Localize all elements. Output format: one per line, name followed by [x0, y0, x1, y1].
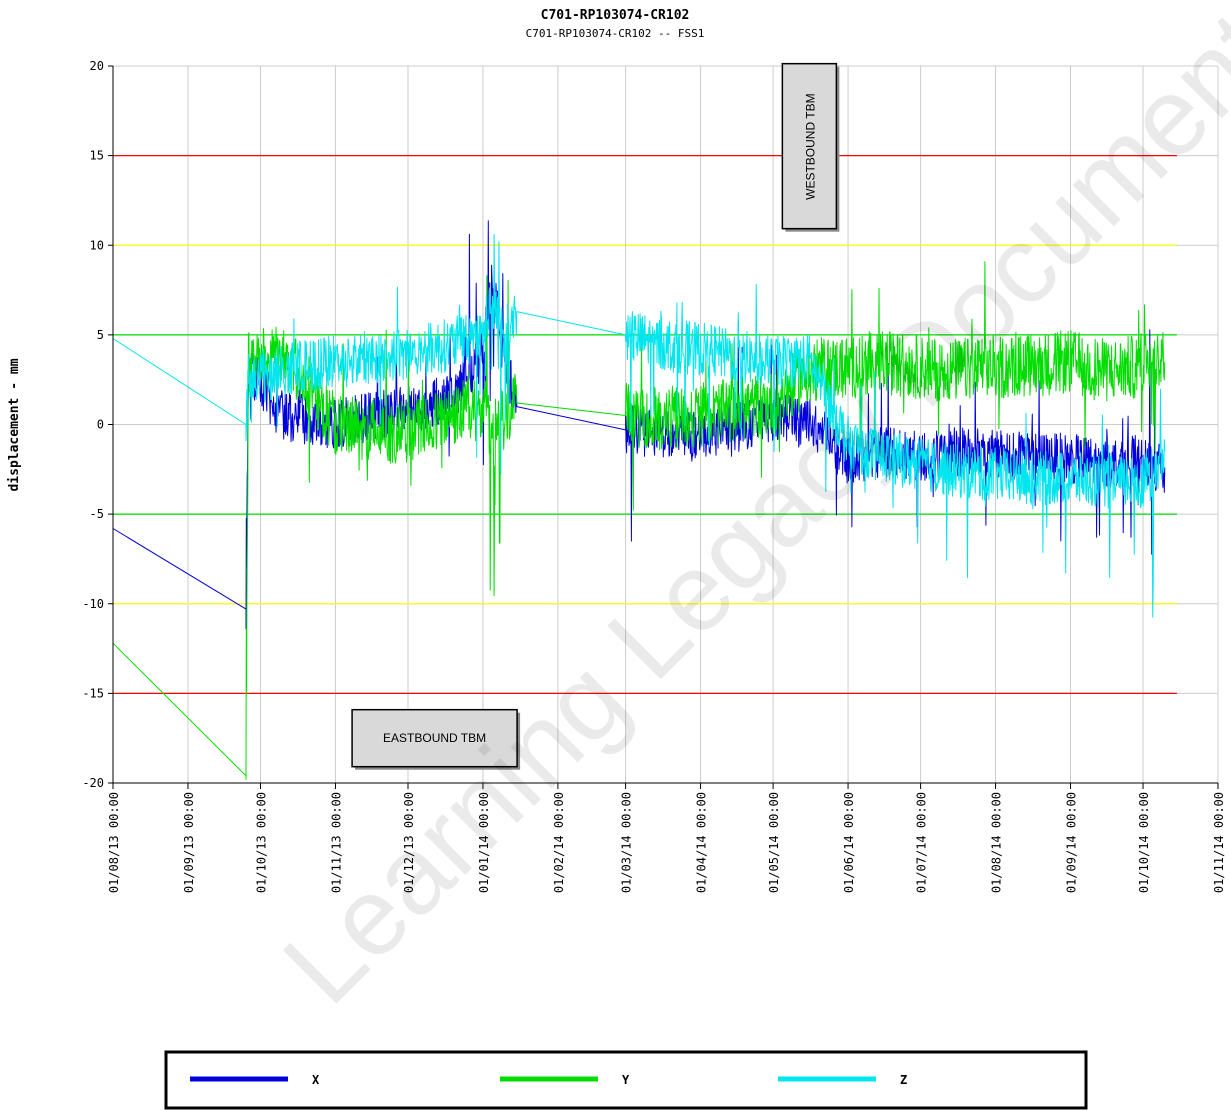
y-tick-label: 10	[90, 238, 104, 252]
x-tick-label: 01/03/14 00:00	[620, 792, 634, 893]
x-tick-label: 01/12/13 00:00	[402, 792, 416, 893]
x-tick-label: 01/05/14 00:00	[767, 792, 781, 893]
y-tick-label: -10	[82, 597, 104, 611]
annotation-rect	[351, 708, 518, 768]
chart-title: C701-RP103074-CR102	[541, 8, 690, 23]
x-tick-label: 01/06/14 00:00	[842, 792, 856, 893]
legend-label-y: Y	[622, 1073, 630, 1087]
legend-label-z: Z	[900, 1073, 907, 1087]
y-axis-label: displacement - mm	[7, 358, 22, 491]
x-tick-label: 01/01/14 00:00	[477, 792, 491, 893]
annotation-box: WESTBOUND TBM	[781, 62, 840, 232]
x-tick-label: 01/09/13 00:00	[182, 792, 196, 893]
legend-box	[164, 1050, 1088, 1110]
series-line-z	[112, 234, 1166, 618]
y-tick-label: -20	[82, 776, 104, 790]
y-tick-label: 0	[97, 418, 104, 432]
legend-label-x: X	[312, 1073, 320, 1087]
y-tick-label: 5	[97, 328, 104, 342]
y-tick-label: -15	[82, 686, 104, 700]
x-tick-label: 01/08/14 00:00	[990, 792, 1004, 893]
x-tick-label: 01/10/13 00:00	[254, 792, 268, 893]
x-tick-label: 01/02/14 00:00	[552, 792, 566, 893]
x-tick-label: 01/07/14 00:00	[915, 792, 929, 893]
annotations: WESTBOUND TBM EASTBOUND TBM	[351, 62, 840, 770]
annotation-label: WESTBOUND TBM	[803, 93, 817, 199]
annotation-label: EASTBOUND TBM	[383, 731, 486, 745]
x-tick-label: 01/11/13 00:00	[329, 792, 343, 893]
x-tick-label: 01/09/14 00:00	[1065, 792, 1079, 893]
x-tick-label: 01/04/14 00:00	[695, 792, 709, 893]
y-tick-label: 15	[90, 149, 104, 163]
annotation-rect	[781, 62, 838, 230]
legend: X Y Z	[164, 1050, 1088, 1110]
y-tick-label: 20	[90, 59, 104, 73]
y-tick-label: -5	[90, 507, 104, 521]
chart-subtitle: C701-RP103074-CR102 -- FSS1	[526, 27, 705, 40]
x-tick-label: 01/11/14 00:00	[1212, 792, 1226, 893]
x-tick-label: 01/08/13 00:00	[107, 792, 121, 893]
data-series	[112, 220, 1166, 780]
annotation-box: EASTBOUND TBM	[351, 708, 521, 770]
x-tick-label: 01/10/14 00:00	[1137, 792, 1151, 893]
